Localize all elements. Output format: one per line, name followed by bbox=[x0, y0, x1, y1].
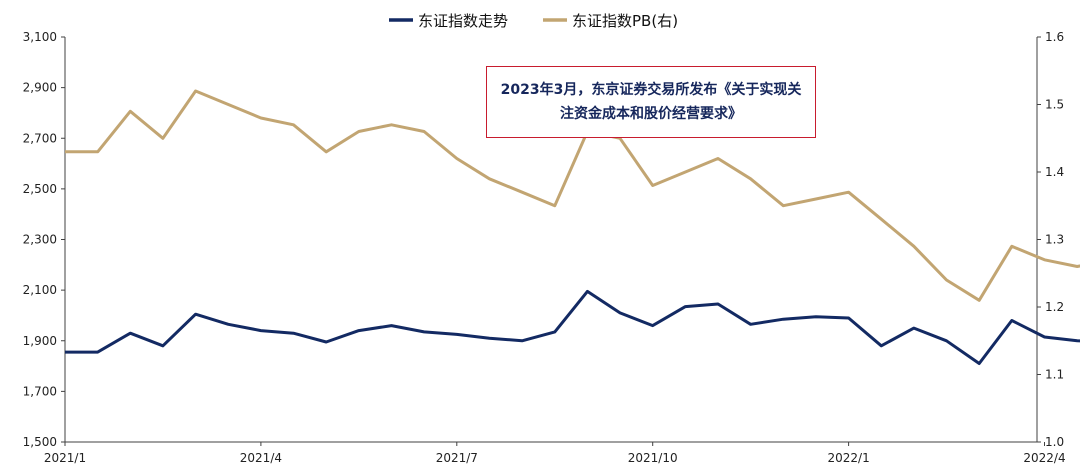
y-left-tick-label: 1,700 bbox=[23, 384, 57, 398]
annotation-box: 2023年3月，东京证券交易所发布《关于实现关 注资金成本和股价经营要求》 bbox=[486, 66, 816, 138]
y-left-tick-label: 3,100 bbox=[23, 30, 57, 44]
x-tick-label: 2021/10 bbox=[628, 451, 678, 465]
y-left-tick-label: 2,300 bbox=[23, 233, 57, 247]
x-tick-label: 2021/7 bbox=[436, 451, 478, 465]
y-right-tick-label: 1.4 bbox=[1045, 165, 1064, 179]
series-line-index bbox=[65, 289, 1080, 365]
y-axis-left: 1,500 1,700 1,900 2,100 2,300 2,500 2,700 2,900… bbox=[23, 30, 66, 449]
y-left-tick-label: 2,100 bbox=[23, 283, 57, 297]
y-right-tick-label: 1.1 bbox=[1045, 368, 1064, 382]
y-right-tick-label: 1.2 bbox=[1045, 300, 1064, 314]
annotation-line-2: 注资金成本和股价经营要求》 bbox=[560, 106, 742, 122]
y-left-tick-label: 2,500 bbox=[23, 182, 57, 196]
y-left-tick-label: 2,700 bbox=[23, 131, 57, 145]
y-left-tick-label: 1,500 bbox=[23, 435, 57, 449]
x-axis: 2021/12021/42021/72021/102022/12022/4202… bbox=[44, 441, 1066, 465]
y-axis-right: 1.0 1.1 1.2 1.3 1.4 1.5 1.6 bbox=[1036, 30, 1064, 449]
y-right-tick-label: 1.3 bbox=[1045, 233, 1064, 247]
x-tick-label: 2022/4 bbox=[1023, 451, 1065, 465]
x-tick-label: 2022/1 bbox=[827, 451, 869, 465]
y-right-tick-label: 1.5 bbox=[1045, 98, 1064, 112]
annotation-line-1: 2023年3月，东京证券交易所发布《关于实现关 bbox=[500, 82, 802, 98]
x-tick-label: 2021/4 bbox=[240, 451, 282, 465]
y-right-tick-label: 1.0 bbox=[1045, 435, 1064, 449]
y-right-tick-label: 1.6 bbox=[1045, 30, 1064, 44]
y-left-tick-label: 1,900 bbox=[23, 334, 57, 348]
legend-label-index: 东证指数走势 bbox=[418, 12, 508, 30]
y-left-tick-label: 2,900 bbox=[23, 81, 57, 95]
legend: 东证指数走势 东证指数PB(右) bbox=[389, 12, 678, 30]
plot-area bbox=[65, 89, 1080, 365]
x-tick-label: 2021/1 bbox=[44, 451, 86, 465]
legend-label-pb: 东证指数PB(右) bbox=[572, 12, 678, 30]
series-line-pb bbox=[65, 89, 1080, 302]
